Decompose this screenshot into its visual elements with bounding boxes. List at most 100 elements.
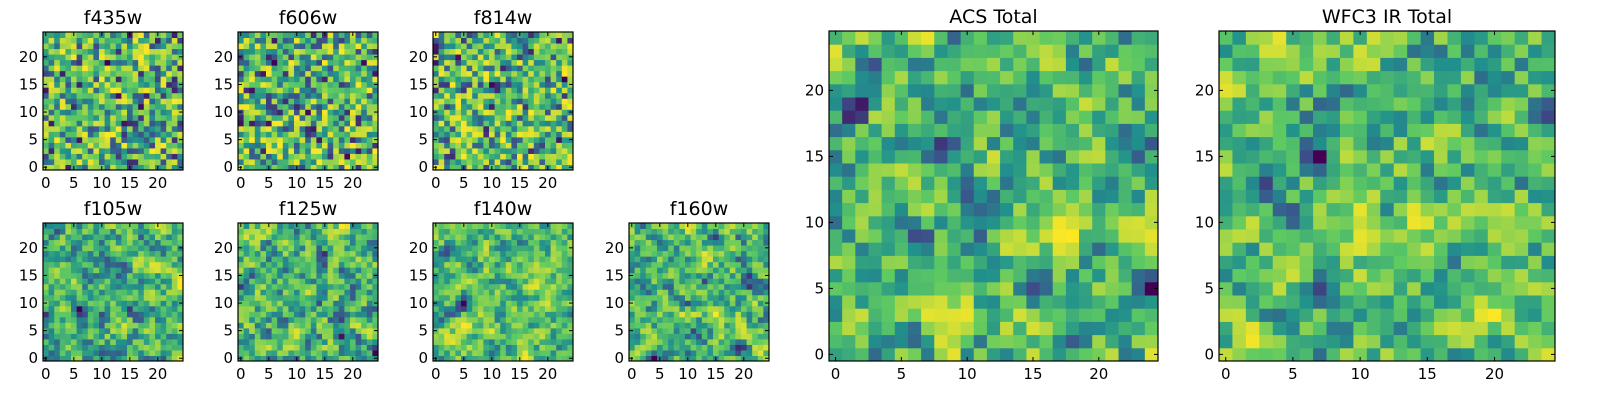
heatmap-cell bbox=[556, 109, 563, 116]
heatmap-cell bbox=[160, 54, 167, 61]
heatmap-cell bbox=[143, 256, 150, 263]
heatmap-cell bbox=[673, 333, 680, 340]
heatmap-cell bbox=[254, 300, 261, 307]
heatmap-cell bbox=[310, 120, 317, 127]
heatmap-cell bbox=[271, 54, 278, 61]
heatmap-cell bbox=[350, 283, 357, 290]
heatmap-cell bbox=[679, 283, 686, 290]
heatmap-cell bbox=[104, 37, 111, 44]
heatmap-cell bbox=[528, 98, 535, 105]
heatmap-cell bbox=[517, 81, 524, 88]
heatmap-cell bbox=[171, 327, 178, 334]
heatmap-cell bbox=[249, 147, 256, 154]
heatmap-cell bbox=[121, 109, 128, 116]
heatmap-cell bbox=[87, 223, 94, 230]
heatmap-cell bbox=[65, 81, 72, 88]
heatmap-cell bbox=[166, 70, 173, 77]
heatmap-cell bbox=[505, 250, 512, 257]
heatmap-cell bbox=[266, 109, 273, 116]
heatmap-cell bbox=[316, 114, 323, 121]
heatmap-cell bbox=[160, 223, 167, 230]
heatmap-cell bbox=[679, 322, 686, 329]
heatmap-cell bbox=[266, 267, 273, 274]
heatmap-cell bbox=[65, 142, 72, 149]
heatmap-cell bbox=[121, 228, 128, 235]
heatmap-cell bbox=[947, 176, 962, 190]
heatmap-cell bbox=[143, 131, 150, 138]
heatmap-cell bbox=[500, 305, 507, 312]
heatmap-cell bbox=[668, 267, 675, 274]
heatmap-cell bbox=[338, 300, 345, 307]
heatmap-cell bbox=[921, 189, 935, 204]
heatmap-cell bbox=[752, 234, 759, 241]
heatmap-cell bbox=[54, 278, 61, 285]
heatmap-cell bbox=[741, 228, 748, 235]
heatmap-cell bbox=[277, 131, 284, 138]
heatmap-cell bbox=[449, 109, 456, 116]
heatmap-cell bbox=[333, 267, 340, 274]
heatmap-cell bbox=[87, 153, 94, 160]
heatmap-cell bbox=[545, 109, 552, 116]
heatmap-cell bbox=[645, 250, 652, 257]
heatmap-cell bbox=[494, 250, 501, 257]
heatmap-cell bbox=[505, 283, 512, 290]
heatmap-cell bbox=[110, 32, 117, 39]
heatmap-cell bbox=[973, 321, 988, 336]
heatmap-cell bbox=[171, 65, 178, 72]
heatmap-cell bbox=[48, 327, 55, 334]
heatmap-cell bbox=[338, 32, 345, 39]
heatmap-cell bbox=[71, 65, 78, 72]
heatmap-cell bbox=[522, 311, 529, 318]
heatmap-cell bbox=[567, 43, 574, 50]
heatmap-cell bbox=[735, 283, 742, 290]
heatmap-cell bbox=[243, 234, 250, 241]
heatmap-cell bbox=[355, 158, 362, 165]
heatmap-cell bbox=[243, 261, 250, 268]
heatmap-cell bbox=[449, 114, 456, 121]
heatmap-cell bbox=[316, 234, 323, 241]
heatmap-cell bbox=[505, 48, 512, 55]
heatmap-cell bbox=[177, 250, 184, 257]
heatmap-cell bbox=[494, 316, 501, 323]
heatmap-cell bbox=[483, 87, 490, 94]
heatmap-cell bbox=[121, 136, 128, 143]
heatmap-cell bbox=[556, 59, 563, 66]
heatmap-cell bbox=[855, 281, 869, 296]
heatmap-cell bbox=[71, 59, 78, 66]
heatmap-cell bbox=[561, 327, 568, 334]
heatmap-cell bbox=[76, 59, 83, 66]
heatmap-cell bbox=[65, 311, 72, 318]
heatmap-cell bbox=[65, 283, 72, 290]
heatmap-cell bbox=[1065, 215, 1080, 230]
heatmap-cell bbox=[299, 278, 306, 285]
heatmap-cell bbox=[288, 65, 295, 72]
heatmap-cell bbox=[657, 228, 664, 235]
heatmap-cell bbox=[127, 125, 134, 132]
heatmap-cell bbox=[1065, 202, 1080, 217]
heatmap-cell bbox=[511, 65, 518, 72]
heatmap-cell bbox=[43, 37, 50, 44]
heatmap-cell bbox=[685, 333, 692, 340]
heatmap-cell bbox=[645, 300, 652, 307]
heatmap-cell bbox=[472, 272, 479, 279]
heatmap-cell bbox=[327, 322, 334, 329]
heatmap-cell bbox=[355, 65, 362, 72]
heatmap-cell bbox=[54, 43, 61, 50]
heatmap-cell bbox=[271, 109, 278, 116]
heatmap-cell bbox=[746, 267, 753, 274]
heatmap-cell bbox=[54, 54, 61, 61]
heatmap-cell bbox=[254, 48, 261, 55]
heatmap-cell bbox=[528, 153, 535, 160]
heatmap-cell bbox=[567, 87, 574, 94]
heatmap-cell bbox=[685, 278, 692, 285]
heatmap-cell bbox=[48, 256, 55, 263]
heatmap-cell bbox=[477, 147, 484, 154]
heatmap-cell bbox=[690, 272, 697, 279]
heatmap-cell bbox=[690, 289, 697, 296]
heatmap-cell bbox=[143, 136, 150, 143]
heatmap-cell bbox=[629, 256, 636, 263]
heatmap-cell bbox=[1039, 163, 1054, 177]
heatmap-cell bbox=[438, 234, 445, 241]
heatmap-cell bbox=[842, 149, 856, 164]
heatmap-cell bbox=[668, 256, 675, 263]
